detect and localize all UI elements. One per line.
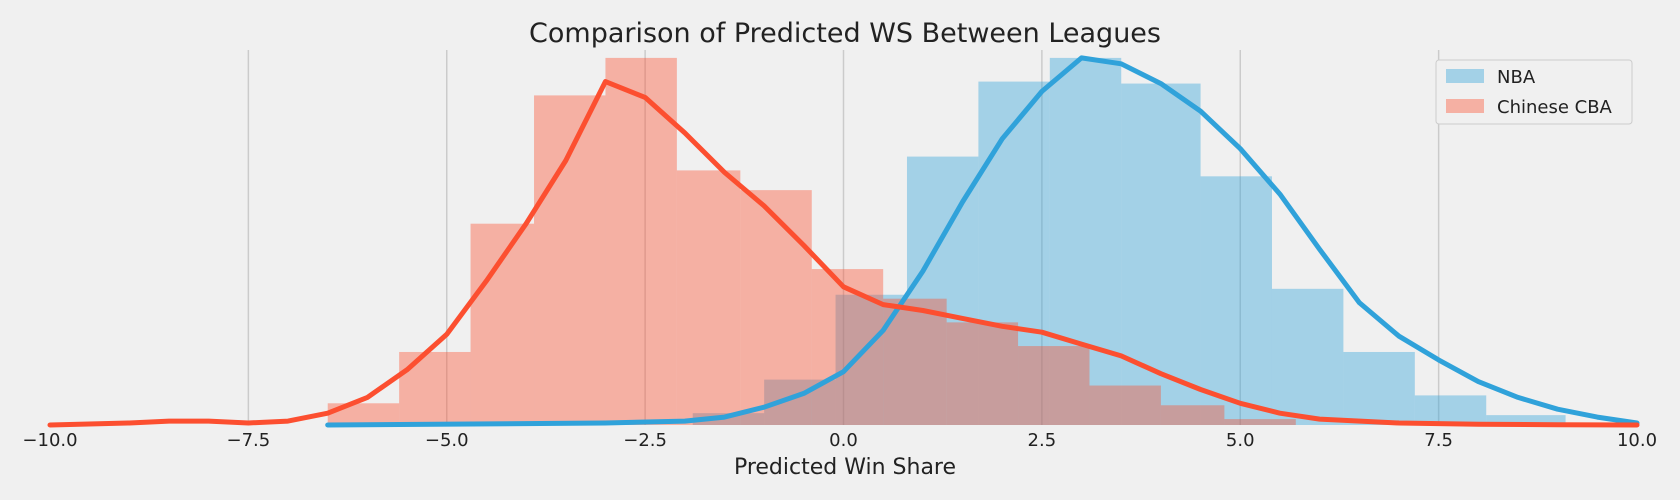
cba-histogram-bar	[676, 170, 741, 425]
histogram-bars	[327, 57, 1566, 425]
nba-histogram-bar	[1414, 395, 1487, 425]
cba-histogram-bar	[1089, 385, 1161, 425]
cba-histogram-bar	[811, 269, 884, 425]
cba-histogram-bar	[740, 190, 812, 425]
kde-curves	[47, 55, 1640, 428]
legend-swatch-cba	[1446, 99, 1484, 113]
x-tick-label: −10.0	[22, 430, 77, 451]
legend-box	[1435, 59, 1633, 125]
x-tick-label: 7.5	[1424, 430, 1453, 451]
nba-kde-line	[325, 55, 1640, 428]
x-axis-label: Predicted Win Share	[734, 455, 956, 480]
nba-histogram-bar	[978, 81, 1050, 425]
nba-histogram-bar	[1121, 83, 1201, 425]
cba-histogram-bar	[605, 57, 677, 425]
nba-histogram-bar	[1200, 176, 1272, 425]
x-tick-label: 5.0	[1226, 430, 1255, 451]
x-tick-labels: −10.0 −7.5 −5.0 −2.5 0.0 2.5 5.0 7.5 10.0	[22, 430, 1657, 451]
chart-title: Comparison of Predicted WS Between Leagu…	[529, 18, 1161, 49]
cba-histogram-bar	[1160, 405, 1225, 425]
legend-swatch-nba	[1446, 69, 1484, 83]
x-tick-label: −5.0	[425, 430, 469, 451]
nba-histogram-bar	[1049, 57, 1122, 425]
x-tick-label: 10.0	[1617, 430, 1657, 451]
nba-histogram-bar	[1271, 288, 1344, 425]
nba-histogram-bar	[1486, 415, 1566, 425]
x-tick-label: −7.5	[227, 430, 271, 451]
cba-histogram-bar	[1018, 346, 1090, 425]
cba-histogram-bar	[946, 322, 1019, 425]
cba-histogram-bar	[534, 95, 606, 425]
cba-histogram-bar	[883, 298, 947, 425]
x-tick-label: 0.0	[829, 430, 858, 451]
cba-histogram-bar	[399, 351, 471, 425]
legend: NBA Chinese CBA	[1435, 59, 1633, 125]
nba-histogram-bar	[906, 156, 979, 425]
legend-label-cba: Chinese CBA	[1497, 97, 1613, 118]
nba-histogram-bar	[1343, 351, 1415, 425]
cba-histogram-bar	[1224, 419, 1296, 425]
cba-kde-line	[47, 79, 1640, 428]
x-tick-label: −2.5	[623, 430, 667, 451]
nba-histogram-bar	[692, 413, 765, 425]
legend-label-nba: NBA	[1497, 67, 1536, 88]
x-tick-label: 2.5	[1028, 430, 1057, 451]
